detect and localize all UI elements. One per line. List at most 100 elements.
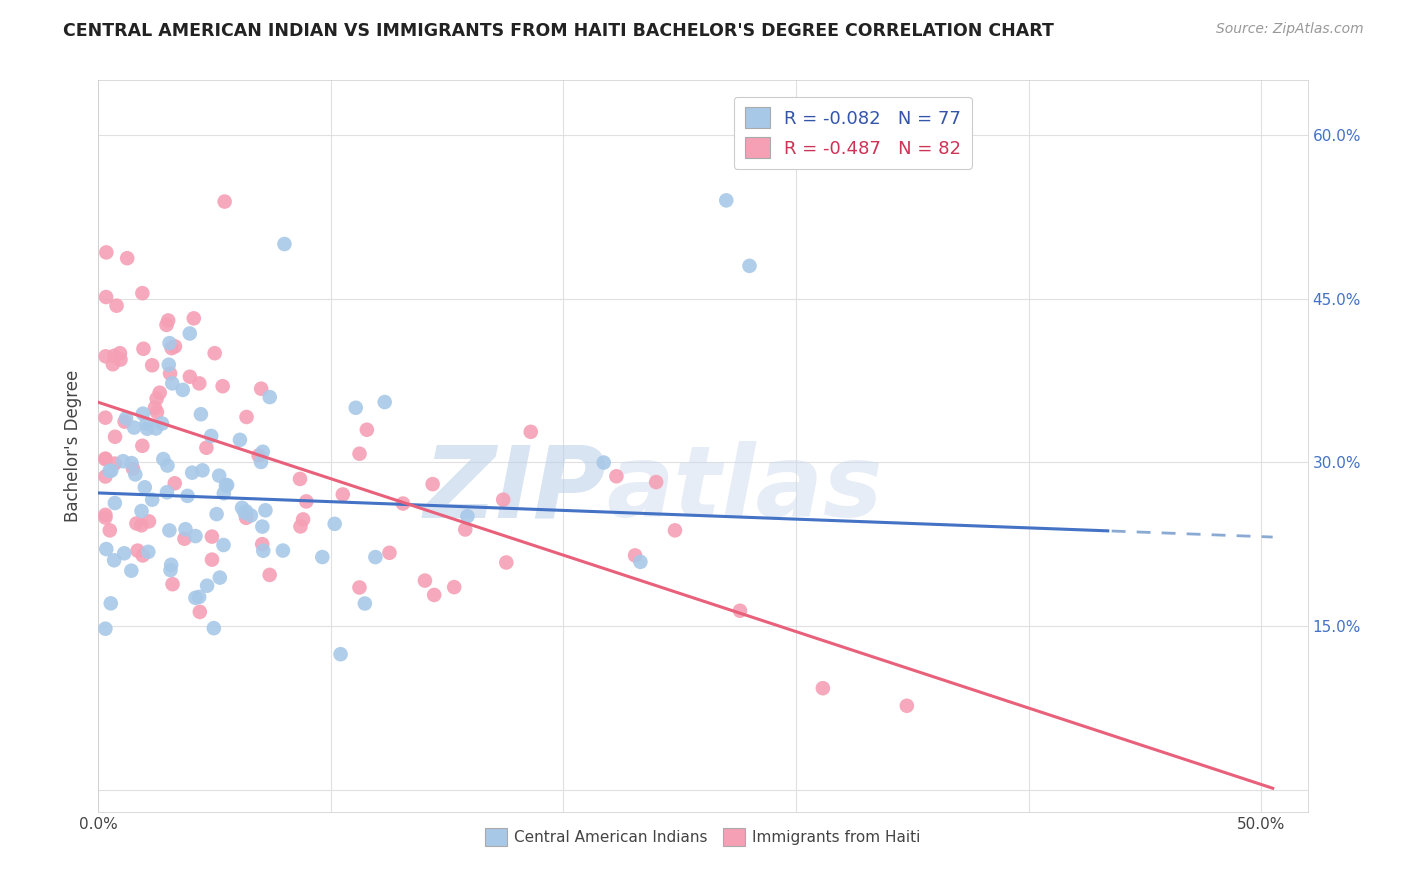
Point	[114, 415, 136, 429]
Point	[592, 456, 614, 470]
Point	[104, 457, 127, 471]
Point	[208, 468, 231, 483]
Point	[252, 537, 274, 551]
Point	[422, 477, 444, 491]
Point	[179, 369, 201, 384]
Point	[205, 507, 228, 521]
Point	[235, 409, 257, 424]
Point	[131, 439, 153, 453]
Point	[495, 556, 517, 570]
Text: atlas: atlas	[606, 442, 883, 539]
Point	[423, 588, 446, 602]
Point	[252, 519, 274, 533]
Point	[188, 605, 211, 619]
Point	[738, 259, 761, 273]
Point	[132, 549, 155, 563]
Point	[728, 604, 751, 618]
Point	[229, 433, 252, 447]
Point	[134, 480, 156, 494]
Point	[271, 543, 294, 558]
Point	[212, 538, 235, 552]
Point	[247, 449, 270, 463]
Point	[157, 358, 180, 372]
Point	[110, 352, 132, 367]
Point	[163, 339, 186, 353]
Point	[212, 486, 235, 500]
Legend: Central American Indians, Immigrants from Haiti: Central American Indians, Immigrants fro…	[479, 822, 927, 852]
Point	[332, 487, 354, 501]
Point	[136, 545, 159, 559]
Point	[122, 461, 145, 475]
Point	[173, 532, 195, 546]
Point	[103, 553, 125, 567]
Point	[94, 510, 117, 524]
Point	[329, 647, 352, 661]
Point	[204, 346, 226, 360]
Point	[323, 516, 346, 531]
Point	[181, 466, 204, 480]
Point	[443, 580, 465, 594]
Point	[94, 410, 117, 425]
Point	[121, 456, 143, 470]
Point	[605, 469, 627, 483]
Point	[191, 463, 214, 477]
Point	[288, 472, 311, 486]
Point	[131, 504, 153, 518]
Text: Source: ZipAtlas.com: Source: ZipAtlas.com	[1216, 22, 1364, 37]
Point	[392, 497, 415, 511]
Point	[231, 500, 253, 515]
Point	[353, 597, 375, 611]
Point	[176, 489, 198, 503]
Point	[98, 464, 121, 478]
Point	[152, 452, 174, 467]
Point	[136, 422, 159, 436]
Point	[94, 349, 117, 363]
Point	[104, 430, 127, 444]
Point	[94, 622, 117, 636]
Point	[94, 469, 117, 483]
Point	[156, 458, 179, 473]
Y-axis label: Bachelor's Degree: Bachelor's Degree	[65, 370, 83, 522]
Point	[239, 508, 262, 523]
Point	[664, 524, 686, 538]
Point	[716, 194, 738, 208]
Point	[108, 346, 131, 360]
Point	[208, 571, 231, 585]
Point	[628, 555, 651, 569]
Point	[214, 194, 236, 209]
Point	[202, 621, 225, 635]
Point	[624, 549, 647, 563]
Point	[124, 467, 146, 482]
Point	[174, 522, 197, 536]
Point	[519, 425, 541, 439]
Point	[195, 441, 218, 455]
Point	[159, 367, 181, 381]
Point	[172, 383, 194, 397]
Point	[94, 508, 117, 522]
Point	[94, 452, 117, 467]
Point	[105, 299, 128, 313]
Point	[254, 503, 277, 517]
Point	[200, 429, 222, 443]
Point	[122, 420, 145, 434]
Point	[201, 552, 224, 566]
Point	[115, 411, 138, 425]
Point	[295, 494, 318, 508]
Point	[645, 475, 668, 489]
Point	[163, 476, 186, 491]
Point	[183, 311, 205, 326]
Point	[120, 564, 142, 578]
Point	[235, 511, 257, 525]
Point	[201, 530, 224, 544]
Point	[160, 558, 183, 572]
Point	[104, 496, 127, 510]
Point	[378, 546, 401, 560]
Point	[146, 405, 169, 419]
Point	[101, 357, 124, 371]
Point	[131, 286, 153, 301]
Point	[138, 515, 160, 529]
Point	[184, 591, 207, 605]
Point	[150, 417, 173, 431]
Point	[811, 681, 834, 696]
Point	[94, 290, 117, 304]
